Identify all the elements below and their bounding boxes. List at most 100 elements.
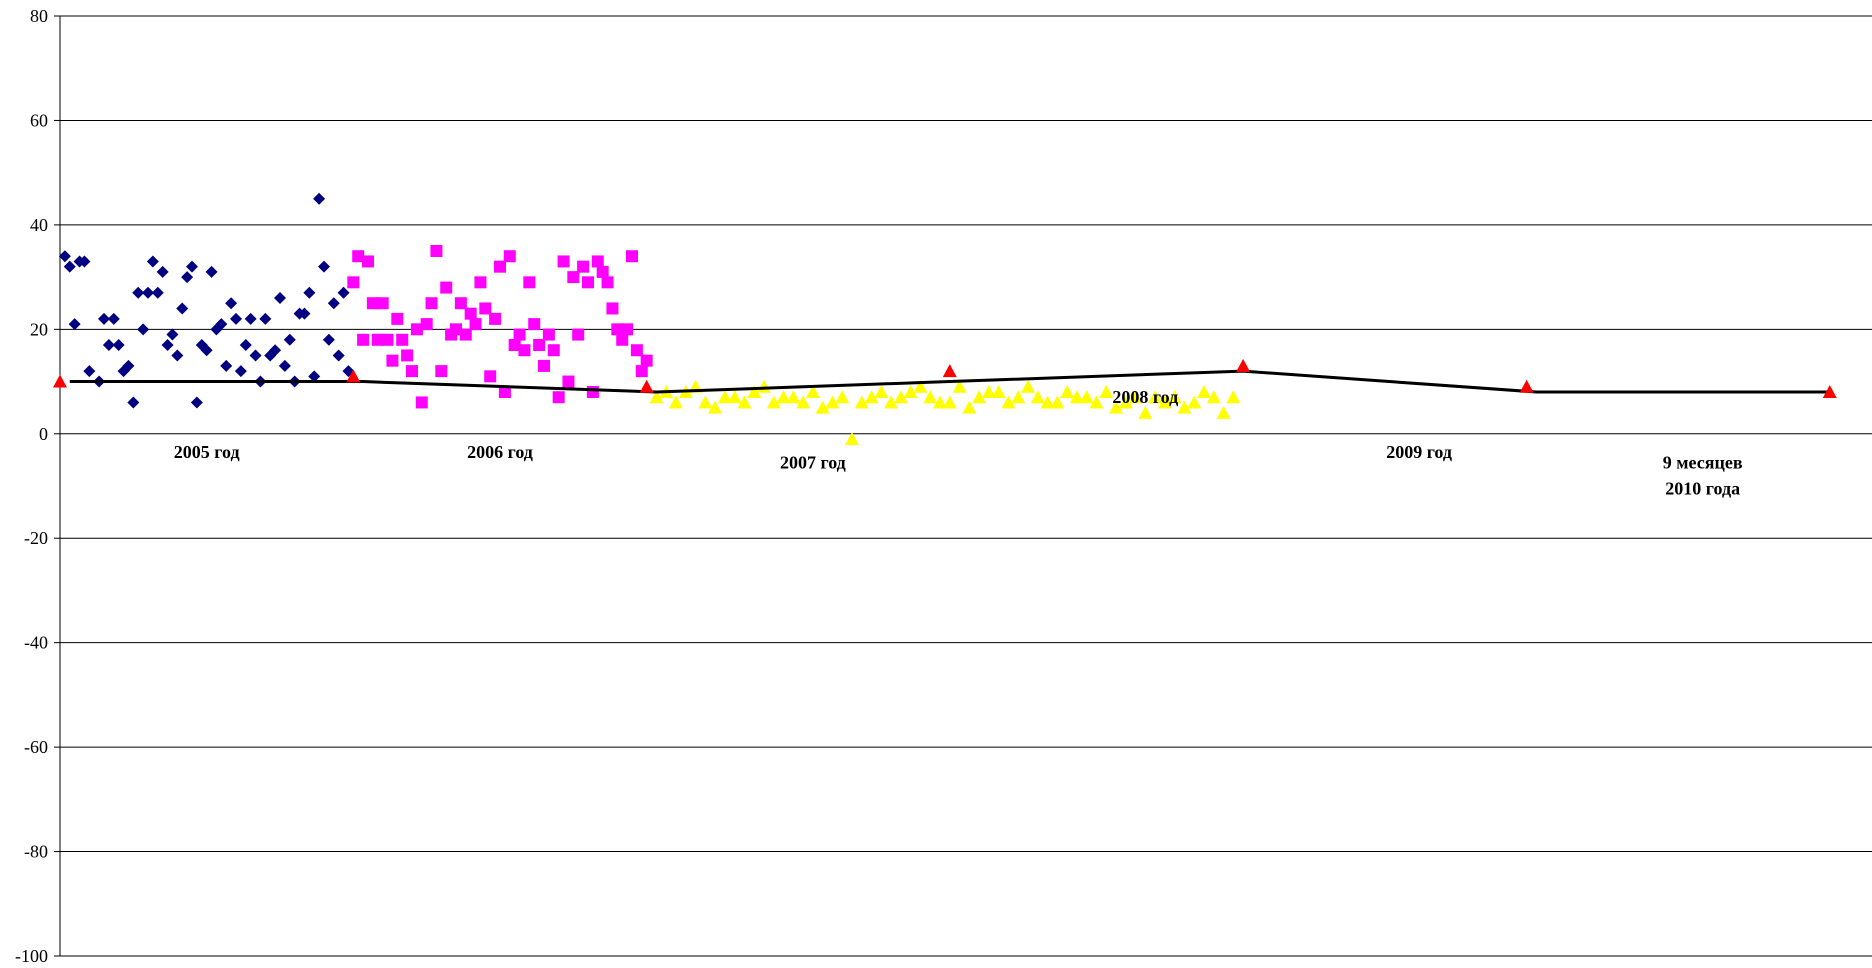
- s2005-point: [259, 312, 272, 325]
- s2007-point: [864, 390, 879, 404]
- s2006-point: [347, 276, 360, 289]
- s2007-point: [708, 400, 723, 414]
- s2006-point: [523, 276, 536, 289]
- y-tick-label: 0: [39, 424, 48, 444]
- s2006-point: [533, 339, 546, 351]
- s2005-point: [308, 370, 321, 383]
- s2006-point: [366, 297, 379, 310]
- s2006-point: [450, 323, 462, 336]
- s2007-point: [952, 379, 967, 393]
- s2005-point: [98, 312, 110, 325]
- s2005-point: [283, 333, 296, 346]
- s2007-point: [1040, 395, 1055, 409]
- y-axis: 80 60 40 20 0 -20 -40 -60 -80 -100: [15, 6, 61, 966]
- s2007-point: [1060, 385, 1075, 398]
- s2006-point: [469, 318, 482, 331]
- s2007-point: [845, 432, 859, 445]
- s2005-point: [205, 265, 218, 278]
- s2007-point: [1167, 390, 1182, 404]
- s2006-point: [528, 318, 541, 331]
- s2006-point: [626, 250, 638, 263]
- s2006-point: [352, 250, 365, 263]
- s2005-point: [171, 349, 184, 362]
- s2006-point: [513, 328, 526, 341]
- s2007-point: [884, 395, 899, 409]
- s2005-point: [239, 339, 252, 351]
- s2006-point: [616, 333, 629, 346]
- y-tick-label: -40: [24, 633, 48, 653]
- s2007-point: [698, 395, 713, 409]
- s2006-point: [621, 323, 634, 336]
- s2005-point: [112, 339, 125, 351]
- s2007-point: [1021, 379, 1035, 393]
- s2006-point: [357, 333, 370, 346]
- s2007-point: [727, 390, 742, 404]
- s2005-point: [244, 312, 257, 325]
- s2007-point: [1206, 390, 1221, 404]
- s2006-point: [371, 333, 384, 346]
- segment-label: 9 месяцев: [1663, 453, 1743, 473]
- s2007-point: [1197, 385, 1211, 398]
- s2005-point: [181, 271, 194, 284]
- red-marker: [1519, 379, 1534, 393]
- s2005-point: [190, 396, 203, 409]
- s2005-point: [249, 349, 262, 362]
- segment-label: 2006 год: [467, 442, 533, 462]
- s2007-point: [1001, 395, 1016, 409]
- s2005-point: [151, 286, 164, 299]
- s2006-point: [396, 333, 409, 346]
- s2006-point: [494, 260, 506, 273]
- s2005-point: [274, 292, 286, 304]
- y-tick-label: 60: [30, 110, 48, 130]
- s2006-point: [562, 375, 575, 388]
- s2007-point: [1138, 405, 1153, 419]
- s2005-point: [313, 192, 326, 205]
- s2007-point: [893, 390, 908, 404]
- y-tick-label: 20: [30, 319, 48, 339]
- s2007-point: [854, 395, 869, 409]
- s2006-point: [498, 386, 511, 398]
- s2007-point: [815, 400, 830, 414]
- average-line-path: [69, 369, 1830, 394]
- s2006-point: [596, 265, 609, 278]
- s2006-point: [586, 386, 599, 398]
- s2007-point: [1069, 390, 1084, 404]
- s2006-point: [401, 349, 414, 362]
- red-marker: [639, 379, 654, 393]
- red-marker: [1236, 358, 1251, 372]
- s2007-point: [805, 385, 820, 398]
- segment-labels: 2005 год 2006 год 2007 год 2008 год 2009 год…: [174, 387, 1743, 498]
- s2006-point: [552, 391, 565, 404]
- s2006-point: [391, 312, 404, 325]
- s2007-point: [991, 385, 1006, 398]
- s2006-point: [459, 328, 472, 341]
- s2005-point: [58, 250, 71, 263]
- segment-label: 2009 год: [1386, 442, 1452, 462]
- gridlines: [60, 15, 1872, 957]
- segment-label: 2010 года: [1665, 479, 1740, 499]
- s2005-point: [68, 318, 81, 331]
- s2007-point: [669, 395, 683, 409]
- s2007-point: [737, 395, 752, 409]
- s2005-point: [278, 359, 291, 372]
- s2005-point: [225, 297, 238, 310]
- s2006-point: [430, 245, 443, 257]
- s2006-point: [420, 318, 433, 331]
- y-tick-label: 80: [30, 6, 48, 26]
- s2007-point: [757, 379, 771, 393]
- s2007-point: [786, 390, 801, 404]
- s2005-point: [132, 286, 145, 299]
- s2007-point: [649, 390, 664, 404]
- s2005-point: [220, 359, 233, 372]
- s2005-point: [200, 344, 213, 357]
- s2006-point: [538, 359, 550, 372]
- s2007-point: [1099, 385, 1114, 398]
- s2007-point: [903, 385, 918, 398]
- y-tick-label: -60: [24, 737, 48, 757]
- s2006-point: [386, 354, 399, 367]
- s2005-point: [127, 396, 140, 409]
- s2006-point: [572, 328, 585, 341]
- s2006-point: [503, 250, 516, 263]
- s2007-point: [1089, 395, 1104, 409]
